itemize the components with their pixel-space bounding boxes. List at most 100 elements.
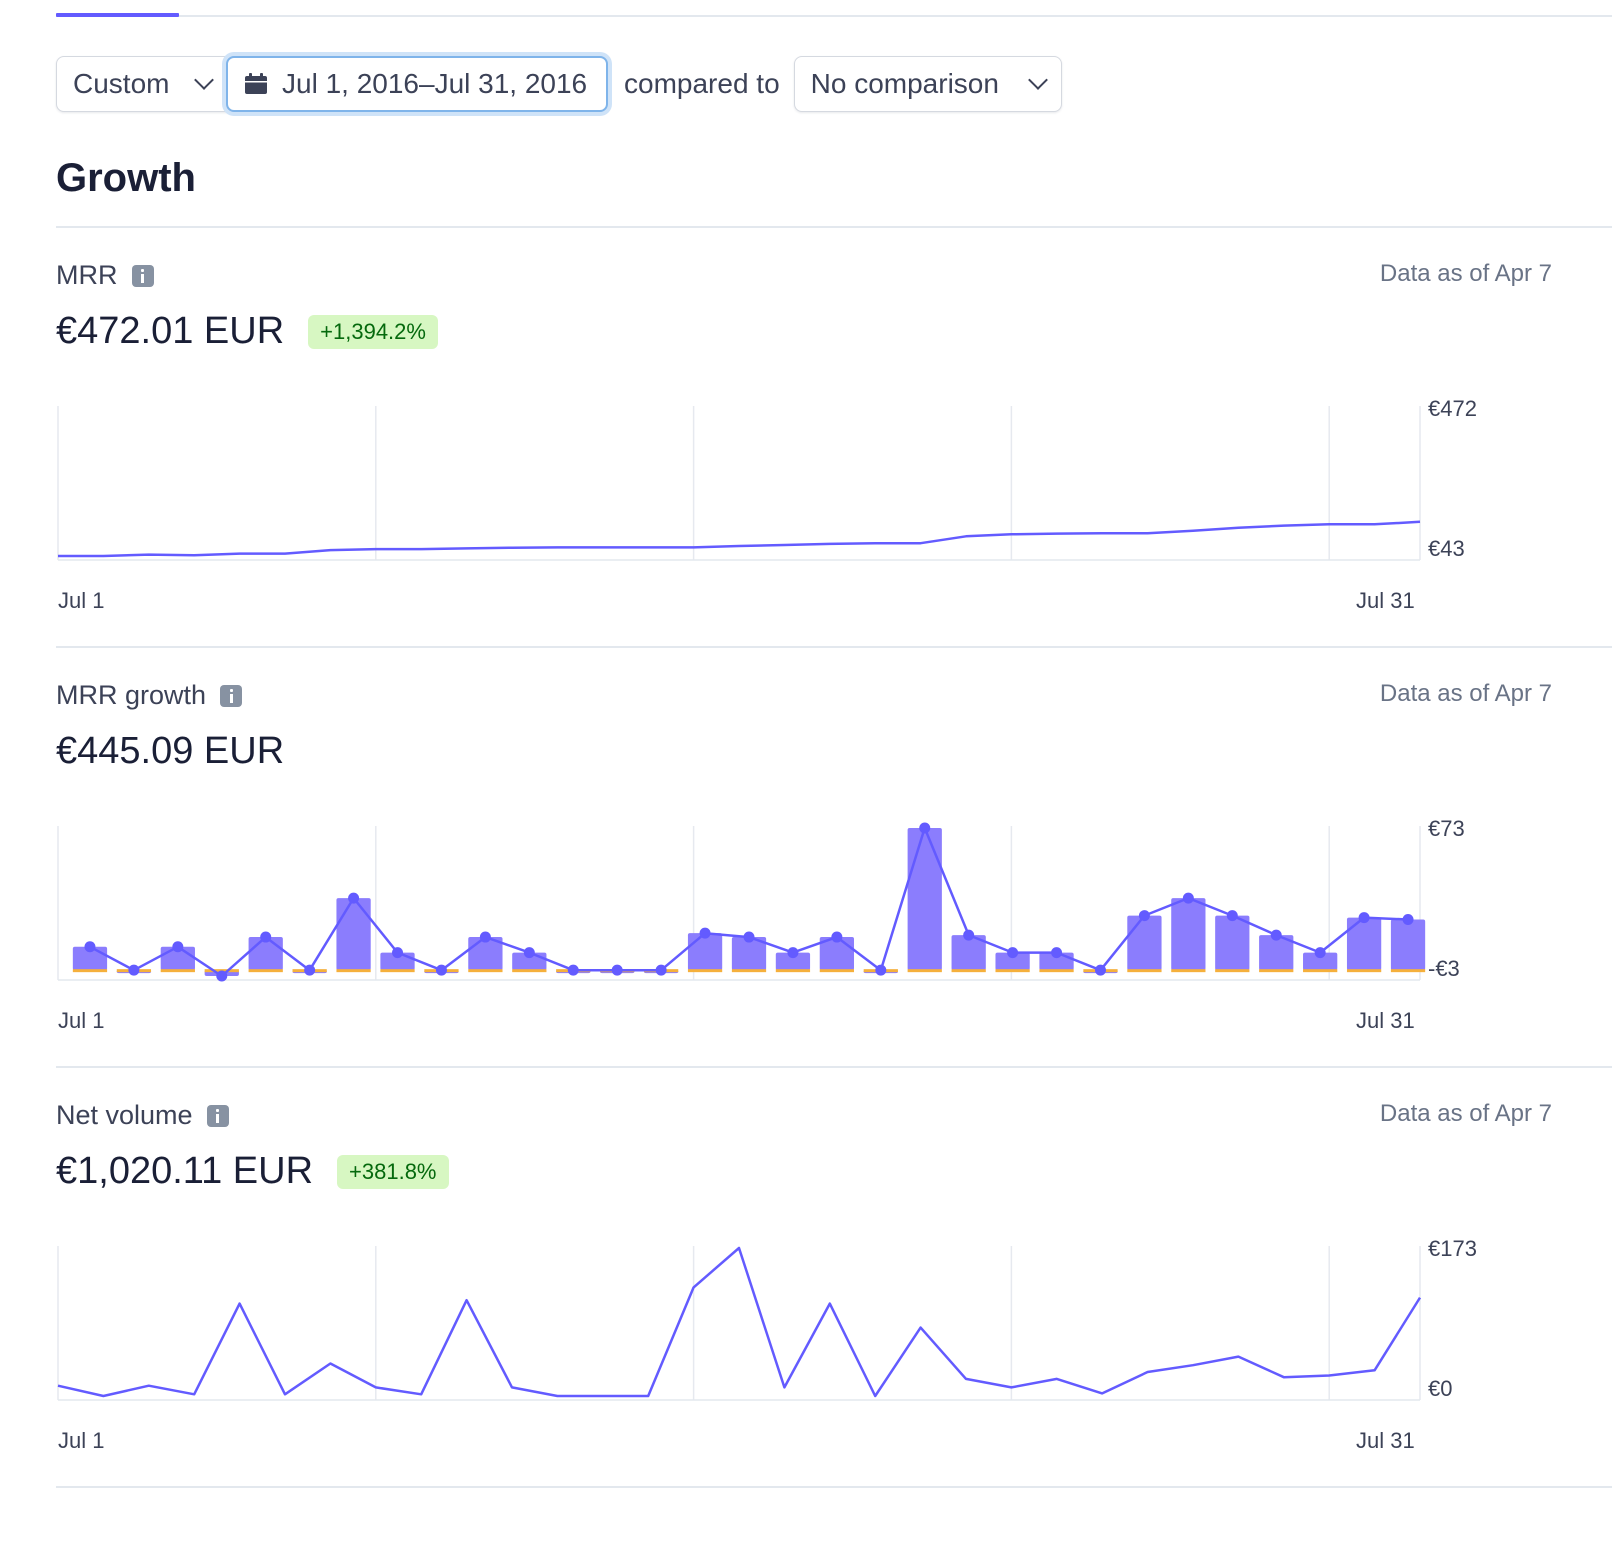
bar [1346, 917, 1382, 971]
bar-baseline [951, 969, 986, 973]
metric-value-text: €472.01 EUR [56, 310, 285, 352]
info-icon[interactable] [206, 1104, 229, 1127]
mrr-growth-card[interactable]: MRR growth Data as of Apr 7 €445.09 EUR … [56, 646, 1612, 1066]
bar [687, 933, 723, 971]
data-point [743, 931, 755, 943]
y-max-label: €173 [1428, 1236, 1477, 1261]
metric-value: €1,020.11 EUR +381.8% [56, 1150, 449, 1193]
data-as-of: Data as of Apr 7 [1379, 260, 1552, 287]
metric-value-text: €445.09 EUR [56, 730, 285, 772]
metric-label-text: Net volume [56, 1100, 193, 1130]
bar-baseline [995, 969, 1030, 973]
data-point [435, 964, 447, 976]
bar-baseline [775, 969, 811, 973]
mrr-growth-bar-chart[interactable]: €73 -€3 [56, 816, 1556, 996]
data-point [1226, 910, 1238, 922]
bar [731, 937, 767, 971]
data-point [1182, 892, 1194, 904]
change-badge: +1,394.2% [308, 314, 438, 349]
bar-baseline [512, 969, 547, 973]
series-line [58, 520, 1421, 558]
x-end-label: Jul 31 [1356, 1428, 1415, 1453]
y-min-label: -€3 [1428, 956, 1460, 981]
bar-baseline [336, 969, 371, 973]
data-point [1402, 914, 1414, 926]
data-point [216, 970, 228, 982]
net-volume-card[interactable]: Net volume Data as of Apr 7 €1,020.11 EU… [56, 1066, 1612, 1486]
x-end-label: Jul 31 [1356, 588, 1415, 613]
data-point [963, 929, 975, 941]
data-point [523, 947, 535, 959]
data-point [84, 941, 96, 953]
change-badge: +381.8% [337, 1154, 449, 1189]
bar-baseline [1127, 969, 1162, 973]
date-range-picker[interactable]: Jul 1, 2016–Jul 31, 2016 [226, 56, 608, 112]
bar-baseline [380, 969, 415, 973]
bar-baseline [468, 969, 503, 973]
bar-baseline [1390, 969, 1426, 973]
x-end-label: Jul 31 [1356, 1008, 1415, 1033]
series-line [57, 1246, 1422, 1398]
x-start-label: Jul 1 [58, 588, 105, 613]
comparison-dropdown[interactable]: No comparison [793, 56, 1062, 112]
bar [1390, 919, 1426, 971]
date-filter-bar: Custom Jul 1, 2016–Jul 31, 2016 compared… [56, 55, 1062, 113]
metric-value: €472.01 EUR +1,394.2% [56, 310, 438, 353]
data-point [1138, 910, 1150, 922]
info-icon[interactable] [220, 684, 243, 707]
bar-baseline [1039, 969, 1074, 973]
metric-label: Net volume [56, 1100, 229, 1131]
data-point [1094, 964, 1106, 976]
bar [1303, 952, 1338, 971]
data-point [304, 964, 316, 976]
info-icon[interactable] [131, 264, 154, 287]
mrr-line-chart[interactable]: €472 €43 [56, 396, 1556, 576]
bar [1259, 935, 1294, 971]
data-point [392, 947, 404, 959]
metric-label-text: MRR growth [56, 680, 207, 710]
data-point [128, 964, 140, 976]
x-start-label: Jul 1 [58, 1008, 105, 1033]
data-point [1007, 947, 1019, 959]
y-min-label: €43 [1428, 536, 1465, 561]
data-point [699, 927, 711, 939]
data-as-of: Data as of Apr 7 [1379, 1100, 1552, 1127]
data-point [611, 964, 623, 976]
bar-baseline [1346, 969, 1382, 973]
data-point [787, 947, 799, 959]
comparison-label: No comparison [810, 68, 999, 99]
bar-baseline [1215, 969, 1250, 973]
mrr-card[interactable]: MRR Data as of Apr 7 €472.01 EUR +1,394.… [56, 226, 1612, 646]
active-tab-indicator [56, 13, 179, 17]
section-divider [56, 1066, 1612, 1068]
metric-label-text: MRR [56, 260, 118, 290]
data-point [831, 931, 843, 943]
calendar-icon [245, 73, 267, 94]
net-volume-line-chart[interactable]: €173 €0 [56, 1236, 1556, 1416]
bar [819, 937, 855, 971]
data-point [479, 931, 491, 943]
bar [468, 937, 503, 971]
y-min-label: €0 [1428, 1376, 1452, 1401]
chevron-down-icon [1027, 70, 1048, 90]
data-point [348, 892, 360, 904]
data-point [1314, 947, 1326, 959]
bar-baseline [687, 969, 723, 973]
data-as-of: Data as of Apr 7 [1379, 680, 1552, 707]
y-max-label: €73 [1428, 816, 1465, 841]
bar-baseline [1303, 969, 1338, 973]
section-divider [56, 646, 1612, 648]
bar [775, 952, 811, 971]
metric-value-text: €1,020.11 EUR [56, 1150, 314, 1192]
page-title: Growth [56, 156, 196, 200]
date-preset-dropdown[interactable]: Custom [56, 56, 228, 112]
bar [951, 935, 986, 971]
metric-label: MRR growth [56, 680, 243, 711]
bar [995, 952, 1030, 971]
section-divider [56, 1486, 1612, 1488]
bar [1127, 915, 1162, 971]
bar [336, 898, 371, 971]
bar-baseline [1259, 969, 1294, 973]
data-point [260, 931, 272, 943]
data-point [875, 964, 887, 976]
